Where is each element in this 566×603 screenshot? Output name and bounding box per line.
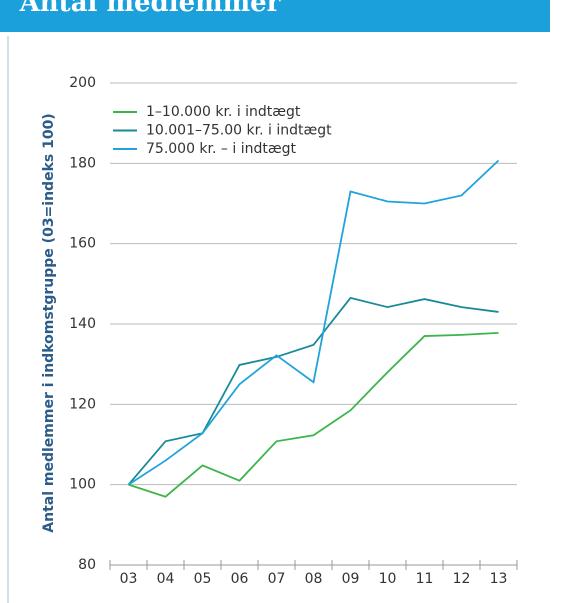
y-tick-label: 180 <box>69 155 96 171</box>
x-tick-label: 07 <box>268 571 286 587</box>
y-axis-label: Antal medlemmer i indkomstgruppe (03=ind… <box>41 113 57 532</box>
x-tick-label: 12 <box>453 571 471 587</box>
line-series <box>128 331 499 498</box>
y-tick-label: 100 <box>69 477 96 493</box>
legend-bg <box>106 100 352 160</box>
legend-label: 1–10.000 kr. i indtægt <box>146 104 301 120</box>
legend-label: 10.001–75.00 kr. i indtægt <box>146 123 332 139</box>
y-tick-label: 80 <box>78 557 96 573</box>
x-tick-label: 06 <box>231 571 249 587</box>
chart-title: Antal medlemmer <box>19 0 281 18</box>
x-tick-label: 10 <box>379 571 397 587</box>
x-tick-label: 03 <box>120 571 138 587</box>
x-tick-label: 08 <box>305 571 323 587</box>
x-tick-label: 09 <box>342 571 360 587</box>
x-tick-label: 11 <box>416 571 434 587</box>
y-tick-label: 160 <box>69 236 96 252</box>
legend-label: 75.000 kr. – i indtægt <box>146 141 296 157</box>
y-tick-label: 200 <box>69 75 96 91</box>
x-tick-label: 04 <box>157 571 175 587</box>
line-series <box>128 159 500 486</box>
banner <box>0 0 550 32</box>
x-tick-label: 05 <box>194 571 212 587</box>
y-tick-label: 140 <box>69 316 96 332</box>
x-tick-label: 13 <box>490 571 508 587</box>
y-tick-label: 120 <box>69 396 96 412</box>
line-series <box>127 296 499 486</box>
